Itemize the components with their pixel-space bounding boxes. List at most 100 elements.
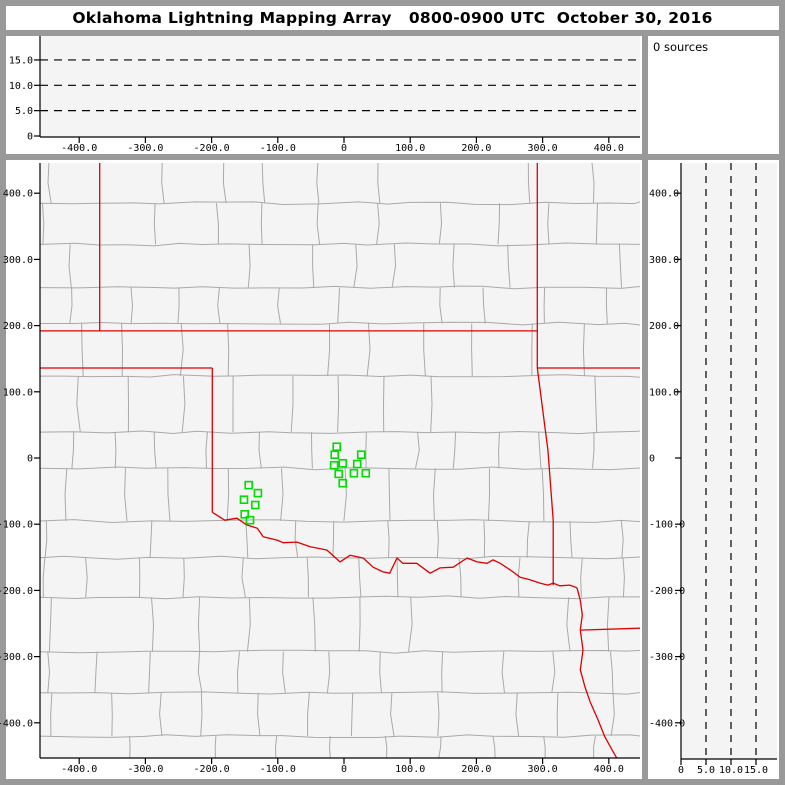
state-border-line [580,627,640,631]
county-line [343,468,347,522]
county-line [48,597,52,652]
county-line [543,736,546,758]
county-line [81,323,84,377]
tick-label: -100.0 [260,143,296,154]
county-line [85,557,88,598]
panel-source-count: 0 sources [648,36,779,154]
county-line [388,468,391,522]
county-line [311,432,313,469]
tick-label: 100.0 [649,387,679,398]
county-line [391,244,396,288]
county-line [415,432,420,469]
tick-label: 5.0 [697,765,715,776]
county-line [452,244,455,288]
tick-label: -200.0 [649,586,685,597]
county-line [618,244,622,288]
county-line [261,163,266,204]
county-line [326,651,331,693]
county-line [257,692,261,737]
lma-station-marker [329,460,339,470]
county-line [40,595,640,600]
lma-station-marker [245,515,255,525]
county-line [594,376,598,433]
county-line [161,163,165,204]
county-line [153,203,157,245]
county-line [215,203,219,245]
county-line [306,557,309,598]
county-line [437,692,440,737]
tick-label: 15.0 [9,55,33,66]
tick-label: 400.0 [594,764,624,775]
lma-station-marker [352,459,362,469]
county-line [181,376,186,433]
tick-label: -300.0 [0,652,33,663]
county-line [94,651,98,693]
county-line [275,736,278,758]
county-line [515,692,520,737]
lma-station-marker [240,509,249,519]
source-count-label: 0 sources [653,40,709,54]
county-line [441,651,444,693]
county-line [124,468,128,522]
axis [34,36,640,143]
state-border-line [536,367,554,586]
lma-station-marker [338,458,348,468]
tick-label: 0 [678,765,684,776]
county-line [41,203,45,245]
tick-label: 300.0 [528,143,558,154]
county-line [277,287,281,324]
lma-station-marker [330,450,340,460]
county-line [551,651,556,693]
county-line [47,163,52,204]
county-line [376,203,380,245]
tick-label: 400.0 [594,143,624,154]
county-line [452,432,457,469]
tick-label: -300.0 [649,652,685,663]
tick-label: 5.0 [15,106,33,117]
state-border-line [211,511,578,589]
plot-background [681,163,777,759]
county-line [258,432,262,469]
tick-label: 0 [341,764,347,775]
lma-station-marker [251,500,260,510]
county-line [312,597,316,652]
county-line [40,691,640,695]
county-line [247,244,251,288]
county-line [350,692,354,737]
county-line [592,432,595,469]
county-line [68,244,72,288]
county-line [40,374,640,378]
tick-label: -300.0 [127,764,163,775]
county-line [423,323,426,377]
county-line [130,287,133,324]
panel-ew-altitude-cross-section: 15.0 10.0 5.0 0 -400.0 -300.0 -200.0 -100.0 0 100… [6,36,642,154]
lma-station-marker [338,478,348,488]
county-line [177,287,180,324]
county-line [430,376,433,433]
county-line [222,163,227,204]
county-line [527,163,531,204]
tick-label: 100.0 [395,143,425,154]
lma-station-marker [244,480,253,490]
county-line [40,201,640,206]
county-line [200,692,203,737]
lma-station-marker [349,468,359,478]
axis [675,163,777,765]
county-line [40,649,640,654]
county-line [482,287,486,324]
county-line [64,468,68,522]
county-line [526,520,530,558]
county-line [44,520,48,558]
county-line [610,651,614,693]
county-line [610,692,615,737]
county-line [507,244,511,288]
axis [34,163,640,764]
county-line [337,287,340,324]
lma-station-marker [239,495,249,505]
lma-station-marker [332,442,342,452]
county-line [487,468,490,522]
county-line [50,692,53,737]
county-line [591,163,595,204]
county-line [316,203,321,245]
county-line [69,287,73,324]
